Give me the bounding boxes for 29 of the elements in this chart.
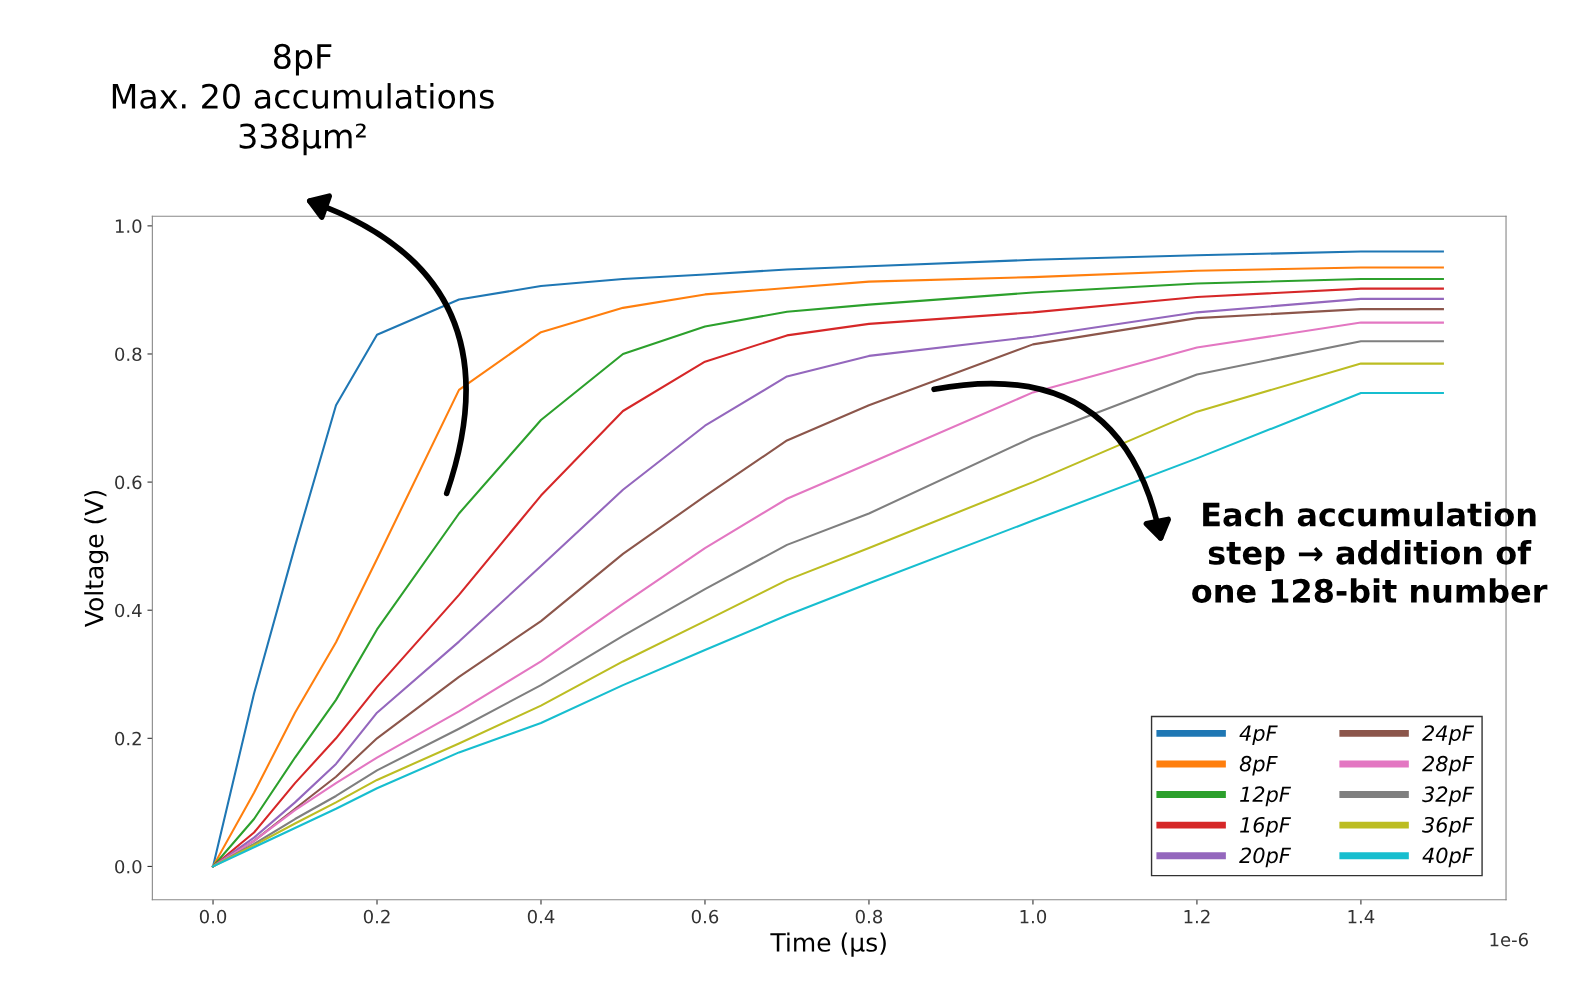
annotation: Each accumulation step → addition of one 128-bit number [1192, 501, 1548, 603]
legend-label: 24pF [1422, 725, 1474, 746]
legend-label: 36pF [1422, 816, 1474, 837]
legend-label: 20pF [1239, 847, 1292, 868]
legend-label: 12pF [1240, 786, 1292, 807]
y-tick-label: 0.8 [115, 347, 142, 362]
text: 1e-6 [1490, 932, 1528, 947]
x-tick-label: 0.4 [527, 909, 555, 924]
x-tick-label: 1.2 [1184, 909, 1210, 924]
legend-label: 4pF [1239, 725, 1278, 746]
x-tick-label: 0.6 [691, 909, 719, 924]
x-tick-label: 1.4 [1348, 910, 1375, 924]
x-axis-title: Time (μs) [770, 932, 886, 957]
text: 8pF Max. 20 accumulations 338μm² [112, 43, 494, 156]
y-tick-label: 0.2 [115, 731, 141, 746]
legend-label: 8pF [1239, 755, 1278, 776]
y-tick-label: 0.4 [115, 603, 142, 618]
y-tick-label: 0.0 [115, 859, 142, 874]
y-tick-label: 1.0 [115, 219, 142, 233]
y-tick-label: 0.6 [115, 475, 142, 490]
x-tick-label: 0.2 [363, 909, 390, 924]
y-axis-title: Voltage (V) [84, 490, 109, 627]
legend-label: 28pF [1422, 755, 1474, 776]
legend-label: 16pF [1240, 816, 1292, 837]
x-tick-label: 0.8 [855, 909, 883, 924]
x-tick-label: 0.0 [199, 909, 227, 924]
legend-label: 40pF [1422, 847, 1474, 868]
legend-label: 32pF [1422, 786, 1474, 807]
x-tick-label: 1.0 [1020, 909, 1047, 924]
